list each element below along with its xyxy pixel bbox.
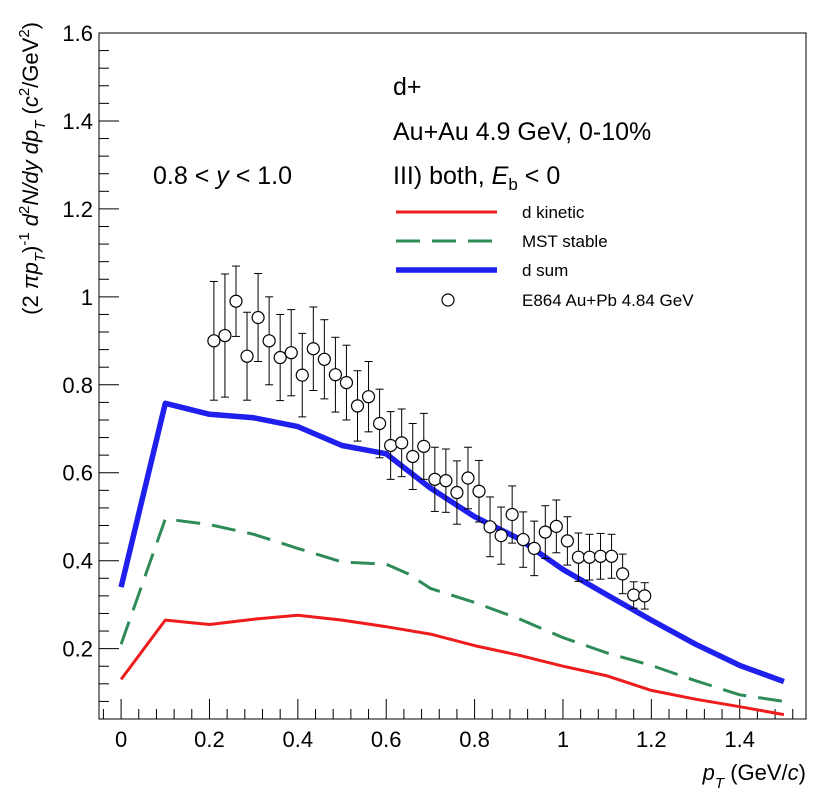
y-tick-label: 0.4 [62,549,93,574]
legend: d kinetic MST stable d sum E864 Au+Pb 4.… [396,203,694,310]
data-point [350,399,365,413]
data-point [417,439,431,453]
legend-label-mst-stable: MST stable [522,232,608,251]
data-point [218,328,232,343]
data-point [604,549,619,563]
data-point [229,294,243,308]
data-point [450,485,464,500]
data-point [571,550,586,564]
data-point [560,534,574,548]
y-axis-title: (2 πpT)-1 d2N/dy dpT (c2/GeV2) [16,22,49,315]
x-tick-label: 1.2 [636,727,667,752]
data-point [428,472,442,486]
system-label: Au+Au 4.9 GeV, 0-10% [393,118,651,146]
data-point [395,436,409,450]
data-point [538,525,552,539]
data-point [505,507,519,522]
scenario-label: III) both, Eb < 0 [393,162,560,194]
data-point [306,342,320,356]
data-points [207,265,652,610]
data-point [406,449,420,464]
data-point [638,589,652,603]
x-axis: 0 0.2 0.4 0.6 0.8 1 1.2 1.4 [102,699,794,752]
data-point [439,474,453,488]
data-point [317,352,331,366]
data-point [273,350,287,365]
data-point [251,310,265,325]
data-point [284,346,298,360]
data-point [328,368,343,382]
data-point [516,532,530,547]
y-tick-label: 1.4 [62,109,93,134]
data-point [372,416,387,431]
data-point [483,520,497,534]
data-point [361,390,376,404]
x-axis-title: pT (GeV/c) [702,760,806,792]
series-line-d-kinetic [119,613,785,717]
y-tick-label: 0.2 [62,637,93,662]
x-tick-label: 0.6 [371,727,402,752]
data-point [494,529,508,543]
y-tick-label: 1.6 [62,21,93,46]
y-tick-label: 1.2 [62,197,93,222]
data-point [616,567,630,581]
y-tick-label: 0.6 [62,461,93,486]
x-tick-label: 0.2 [194,727,225,752]
legend-label-e864: E864 Au+Pb 4.84 GeV [522,291,694,310]
data-point [593,549,608,563]
data-point [527,541,541,555]
series-line-mst-stable [119,517,785,703]
particle-label: d+ [393,73,422,101]
data-point [339,375,354,390]
data-point [472,484,486,498]
y-tick-label: 0.8 [62,373,93,398]
x-tick-label: 1.4 [724,727,755,752]
y-axis: 0.2 0.4 0.6 0.8 1 1.2 1.4 1.6 [62,21,119,720]
x-tick-label: 0 [115,727,127,752]
x-tick-label: 0.8 [459,727,490,752]
x-tick-label: 1 [557,727,569,752]
x-tick-label: 0.4 [283,727,314,752]
data-point [461,471,475,485]
plot-frame [98,32,807,720]
data-point [627,588,641,602]
legend-marker-e864 [441,293,455,307]
data-point [582,550,597,564]
data-point [384,438,398,453]
series-layer [118,400,785,717]
data-point [295,368,309,382]
y-tick-label: 1 [81,285,93,310]
legend-label-d-kinetic: d kinetic [522,203,585,222]
data-point [240,349,254,363]
data-point [549,519,563,533]
series-line-d-sum [118,400,785,685]
legend-label-d-sum: d sum [522,261,568,280]
data-point [207,334,221,348]
rapidity-label: 0.8 < y < 1.0 [153,162,292,190]
data-point [262,334,276,348]
